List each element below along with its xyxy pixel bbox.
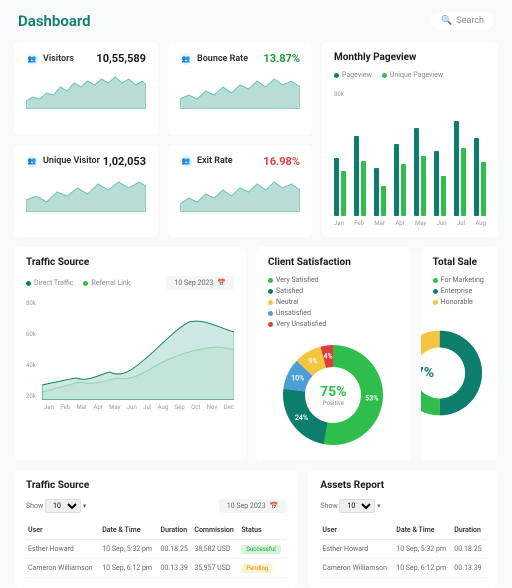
stat-label: Visitors <box>43 54 74 64</box>
pageview-title: Monthly Pageview <box>334 52 486 63</box>
stat-value: 10,55,589 <box>96 52 146 65</box>
traffic-table-title: Traffic Source <box>26 480 286 491</box>
svg-text:24%: 24% <box>295 414 308 422</box>
table-row[interactable]: Cameron Williamson10 Sep, 6:12 pm00.13.3… <box>26 559 286 578</box>
stat-label: Exit Rate <box>197 156 233 166</box>
total-sale-card: Total Sale For MarketingEnterpriseHonora… <box>421 247 498 460</box>
stat-label: Bounce Rate <box>197 54 248 64</box>
traffic-source-card: Traffic Source Direct TrafficReferral Li… <box>14 247 246 460</box>
sparkline <box>180 73 300 109</box>
search-box[interactable]: 🔍 Search <box>431 12 494 30</box>
traffic-chart <box>42 300 234 400</box>
traffic-title: Traffic Source <box>26 257 234 268</box>
satisfaction-card: Client Satisfaction Very SatisfiedSatisf… <box>256 247 411 460</box>
assets-show[interactable]: Show 10 ▾ <box>320 499 380 513</box>
assets-card: Assets Report Show 10 ▾ UserDate & TimeD… <box>308 470 498 588</box>
stat-label: Unique Visitor <box>43 156 100 166</box>
stat-card: 👥 Exit Rate 16.98% <box>168 145 312 238</box>
donut-label: Positive <box>320 400 346 407</box>
table-row[interactable]: Esther Howard10 Sep, 5:32 pm00.18.2538,5… <box>26 540 286 559</box>
pageview-bars <box>334 116 486 216</box>
table-row[interactable]: Cameron Williamson10 Sep, 6:12 pm00.13.3… <box>320 559 486 578</box>
satisfaction-title: Client Satisfaction <box>268 257 399 268</box>
svg-text:9%: 9% <box>309 357 318 365</box>
donut-percent: 75% <box>320 384 346 400</box>
svg-text:53%: 53% <box>366 395 379 403</box>
stat-card: 👥 Bounce Rate 13.87% <box>168 42 312 135</box>
search-placeholder: Search <box>456 16 484 26</box>
stat-value: 1,02,053 <box>103 155 146 168</box>
traffic-table: UserDate & TimeDurationCommissionStatusE… <box>26 521 286 578</box>
person-icon: 👥 <box>26 155 38 167</box>
sparkline <box>180 176 300 212</box>
person-icon: 👥 <box>26 53 38 65</box>
pageview-card: Monthly PageviewPageviewUnique Pageview8… <box>322 42 498 237</box>
date-picker[interactable]: 10 Sep 2023 📅 <box>166 276 234 290</box>
svg-text:10%: 10% <box>291 374 304 382</box>
traffic-table-card: Traffic Source Show 10 ▾ 10 Sep 2023 📅 U… <box>14 470 298 588</box>
stat-card: 👥 Unique Visitor1,02,053 <box>14 145 158 238</box>
table-row[interactable]: Esther Howard10 Sep, 5:32 pm00.18.25 <box>320 540 486 559</box>
show-selector[interactable]: Show 10 ▾ <box>26 499 86 513</box>
stat-value: 13.87% <box>263 52 300 65</box>
person-icon: 👥 <box>180 155 192 167</box>
assets-title: Assets Report <box>320 480 486 491</box>
sparkline <box>26 176 146 212</box>
stat-value: 16.98% <box>263 155 300 168</box>
sparkline <box>26 73 146 109</box>
svg-text:4%: 4% <box>324 352 333 360</box>
search-icon: 🔍 <box>441 16 452 26</box>
stat-card: 👥 Visitors 10,55,589 <box>14 42 158 135</box>
page-title: Dashboard <box>18 12 91 30</box>
person-icon: 👥 <box>180 53 192 65</box>
table-date[interactable]: 10 Sep 2023 📅 <box>219 499 287 513</box>
sales-title: Total Sale <box>433 257 486 268</box>
assets-table: UserDate & TimeDurationEsther Howard10 S… <box>320 521 486 578</box>
